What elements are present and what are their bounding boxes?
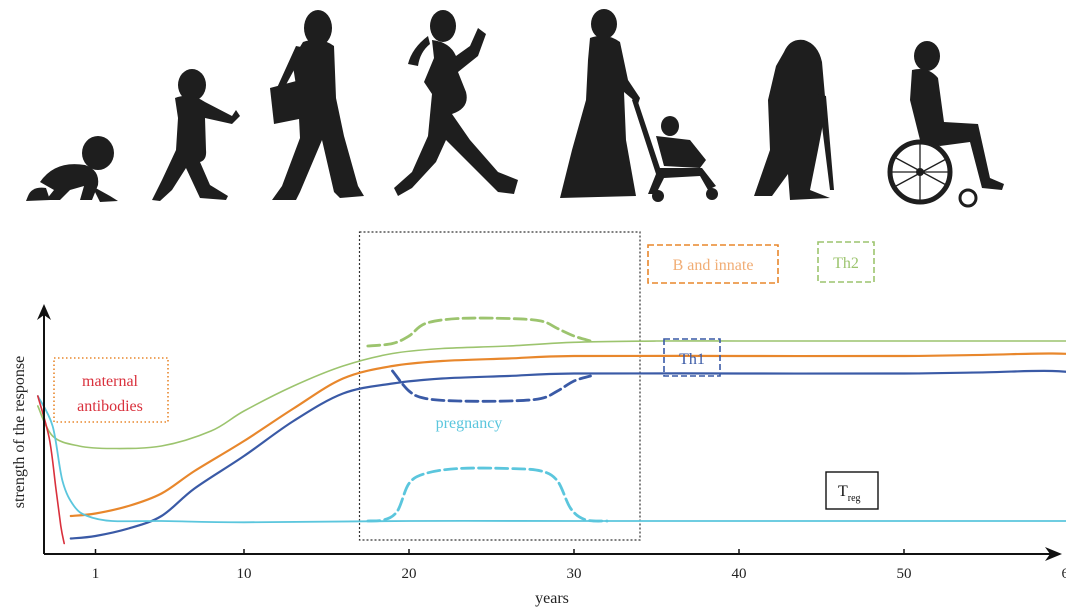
series-line-maternal-antibodies: [37, 395, 65, 545]
pregnancy-curves-layer: [366, 316, 609, 523]
x-tick-label: 60: [1062, 566, 1066, 582]
pregnancy-curve-t-reg-pregnancy: [366, 466, 609, 523]
y-axis-arrow: [37, 304, 51, 320]
treg-box: [825, 471, 879, 510]
th2-label: Th2: [833, 255, 859, 272]
pregnancy-label: pregnancy: [436, 415, 503, 432]
running-child-icon: [152, 69, 240, 201]
x-axis-arrow: [1045, 547, 1062, 561]
b-innate-label: B and innate: [673, 257, 754, 274]
series-line-th1: [69, 369, 1066, 540]
series-layer: [36, 340, 1066, 545]
b-innate-annotation: B and innate: [647, 244, 779, 284]
x-axis-ticks: 1102030405060708090: [92, 549, 1066, 582]
th1-label: Th1: [679, 351, 705, 368]
life-stage-silhouettes: [26, 9, 1004, 208]
x-tick-label: 50: [897, 566, 912, 582]
th2-box: [817, 241, 875, 283]
th1-annotation: Th1: [663, 338, 721, 377]
walking-woman-with-bag-icon: [270, 10, 364, 200]
x-axis-title: years: [535, 590, 569, 607]
y-axis-title: strength of the response: [11, 356, 28, 508]
crawling-baby-icon: [26, 136, 118, 202]
treg-annotation: Treg: [825, 471, 879, 510]
maternal-antibodies-annotation: maternal antibodies: [53, 357, 169, 423]
treg-label: Treg: [838, 483, 861, 504]
x-tick-label: 20: [402, 566, 417, 582]
maternal-antibodies-label: maternal antibodies: [77, 373, 143, 415]
elderly-woman-with-cane-icon: [754, 39, 834, 200]
b-innate-box: [647, 244, 779, 284]
maternal-antibodies-line: maternal: [82, 373, 139, 390]
maternal-antibodies-box: [53, 357, 169, 423]
series-line-t-reg: [36, 395, 1066, 524]
pregnancy-curve-th2-pregnancy: [366, 316, 592, 348]
mother-with-stroller-icon: [560, 9, 718, 202]
maternal-antibodies-line: antibodies: [77, 398, 143, 415]
pregnant-woman-running-icon: [394, 10, 518, 196]
person-in-wheelchair-icon: [887, 41, 1004, 208]
chart-area: 1102030405060708090 years strength of th…: [11, 231, 1066, 607]
pregnancy-window-box: [358, 231, 641, 541]
x-tick-label: 10: [237, 566, 252, 582]
th1-box: [663, 338, 721, 377]
x-tick-label: 30: [567, 566, 582, 582]
series-line-th2: [37, 340, 1066, 450]
x-tick-label: 1: [92, 566, 100, 582]
series-line-b-and-innate: [69, 352, 1066, 518]
th2-annotation: Th2: [817, 241, 875, 283]
x-tick-label: 40: [732, 566, 747, 582]
pregnancy-curve-th1-pregnancy: [391, 369, 592, 403]
